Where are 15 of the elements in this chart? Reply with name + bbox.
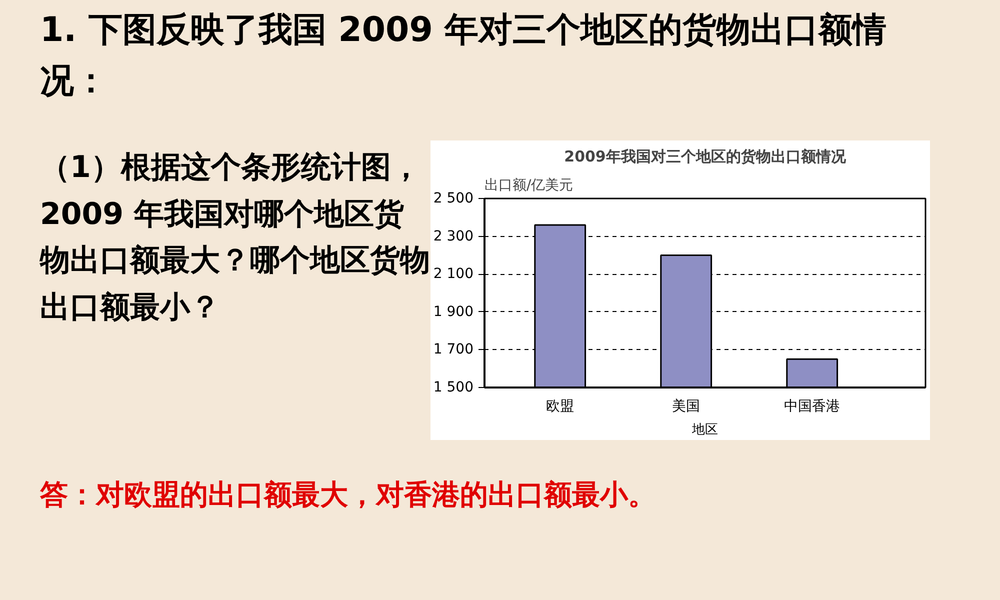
y-tick-label: 1 500 <box>433 380 474 396</box>
y-tick-label: 1 900 <box>433 304 474 320</box>
y-tick-label: 2 100 <box>433 266 474 282</box>
y-tick-label: 2 500 <box>433 190 474 206</box>
y-axis-title: 出口额/亿美元 <box>484 178 574 194</box>
y-tick-label: 1 700 <box>433 342 474 358</box>
x-tick-label: 中国香港 <box>784 398 840 414</box>
x-tick-label: 欧盟 <box>546 398 574 414</box>
text: 1. 下图反映了我国 2009 年对三个地区的货物出口额情况： <box>40 9 888 103</box>
text: 答：对欧盟的出口额最大，对香港的出口额最小。 <box>40 477 657 513</box>
x-axis-title: 地区 <box>691 422 718 438</box>
y-tick-label: 2 300 <box>433 228 474 244</box>
chart-title: 2009年我国对三个地区的货物出口额情况 <box>564 148 847 166</box>
x-tick-label: 美国 <box>672 398 700 414</box>
text: （1）根据这个条形统计图， 2009 年我国对哪个地区货物出口额最大？哪个地区货物出口额最小？ <box>40 149 430 326</box>
